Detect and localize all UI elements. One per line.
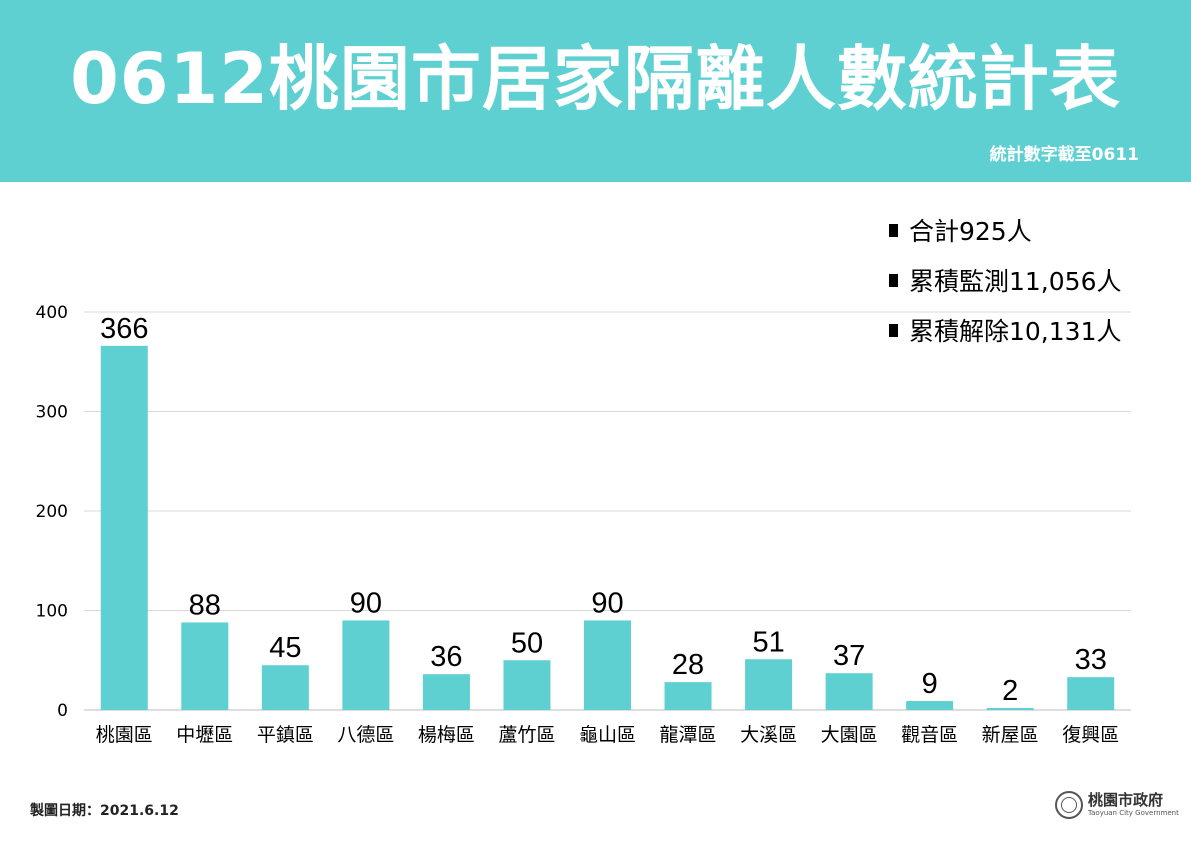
data-label: 90	[591, 587, 623, 619]
x-tick-label: 大溪區	[740, 724, 797, 746]
logo-name: 桃園市政府	[1088, 791, 1164, 809]
data-label: 28	[672, 649, 704, 681]
x-tick-label: 龜山區	[579, 724, 636, 746]
x-axis-ticks: 桃園區 中壢區 平鎮區 八德區 楊梅區 蘆竹區 龜山區 龍潭區 大溪區 大園區 觀音區 新屋區 復興區	[96, 724, 1119, 746]
y-tick-label: 400	[36, 303, 68, 323]
bar	[825, 673, 873, 710]
bar	[422, 674, 470, 710]
header-banner: 0612桃園市居家隔離人數統計表 統計數字截至0611	[0, 0, 1191, 182]
x-tick-label: 觀音區	[901, 724, 958, 746]
data-label: 45	[269, 632, 301, 664]
summary-item-monitored: 累積監測11,056人	[889, 255, 1121, 305]
government-logo: 桃園市政府 Taoyuan City Government	[1055, 791, 1179, 819]
bar	[181, 622, 229, 710]
x-tick-label: 桃園區	[96, 724, 153, 746]
square-bullet-icon	[889, 223, 898, 237]
x-tick-label: 八德區	[337, 724, 394, 746]
data-label: 37	[833, 640, 865, 672]
data-label: 50	[511, 627, 543, 659]
x-tick-label: 新屋區	[982, 724, 1039, 746]
summary-item-released: 累積解除10,131人	[889, 305, 1121, 355]
square-bullet-icon	[889, 323, 898, 337]
y-tick-label: 200	[36, 502, 68, 522]
data-label: 51	[752, 626, 784, 658]
bar	[664, 682, 712, 710]
data-cutoff-note: 統計數字截至0611	[989, 145, 1139, 165]
x-tick-label: 大園區	[821, 724, 878, 746]
bar	[986, 708, 1034, 710]
y-tick-label: 300	[36, 403, 68, 423]
bar	[100, 345, 148, 710]
bar	[1067, 677, 1115, 710]
summary-monitored-text: 累積監測11,056人	[909, 267, 1122, 296]
y-tick-label: 100	[36, 602, 68, 622]
x-tick-label: 復興區	[1062, 724, 1119, 746]
data-label: 33	[1075, 644, 1107, 676]
y-axis-ticks: 0 100 200 300 400	[36, 303, 68, 721]
bar	[503, 660, 551, 710]
data-label: 366	[100, 313, 148, 345]
city-seal-icon	[1055, 791, 1083, 819]
bar	[342, 620, 390, 710]
x-tick-label: 楊梅區	[418, 724, 475, 746]
summary-total-text: 合計925人	[909, 217, 1032, 246]
y-tick-label: 0	[57, 701, 68, 721]
data-label: 90	[350, 587, 382, 619]
summary-list: 合計925人 累積監測11,056人 累積解除10,131人	[889, 205, 1121, 355]
chart-date: 製圖日期：2021.6.12	[30, 803, 179, 819]
data-label: 88	[189, 589, 221, 621]
x-tick-label: 中壢區	[176, 724, 233, 746]
x-tick-label: 蘆竹區	[498, 724, 555, 746]
data-label: 36	[430, 641, 462, 673]
summary-released-text: 累積解除10,131人	[909, 317, 1122, 346]
data-label: 9	[922, 668, 938, 700]
page-title: 0612桃園市居家隔離人數統計表	[70, 38, 1121, 120]
data-label: 2	[1002, 675, 1018, 707]
x-tick-label: 平鎮區	[257, 724, 314, 746]
logo-english-name: Taoyuan City Government	[1088, 809, 1179, 817]
bar	[584, 620, 631, 710]
bars	[100, 345, 1115, 710]
square-bullet-icon	[889, 273, 898, 287]
bar	[906, 701, 954, 710]
bar	[745, 659, 793, 710]
summary-item-total: 合計925人	[889, 205, 1121, 255]
x-tick-label: 龍潭區	[660, 724, 717, 746]
bar	[261, 665, 309, 710]
data-labels: 366 88 45 90 36 50 90 28 51 37 9 2 33	[100, 313, 1107, 707]
